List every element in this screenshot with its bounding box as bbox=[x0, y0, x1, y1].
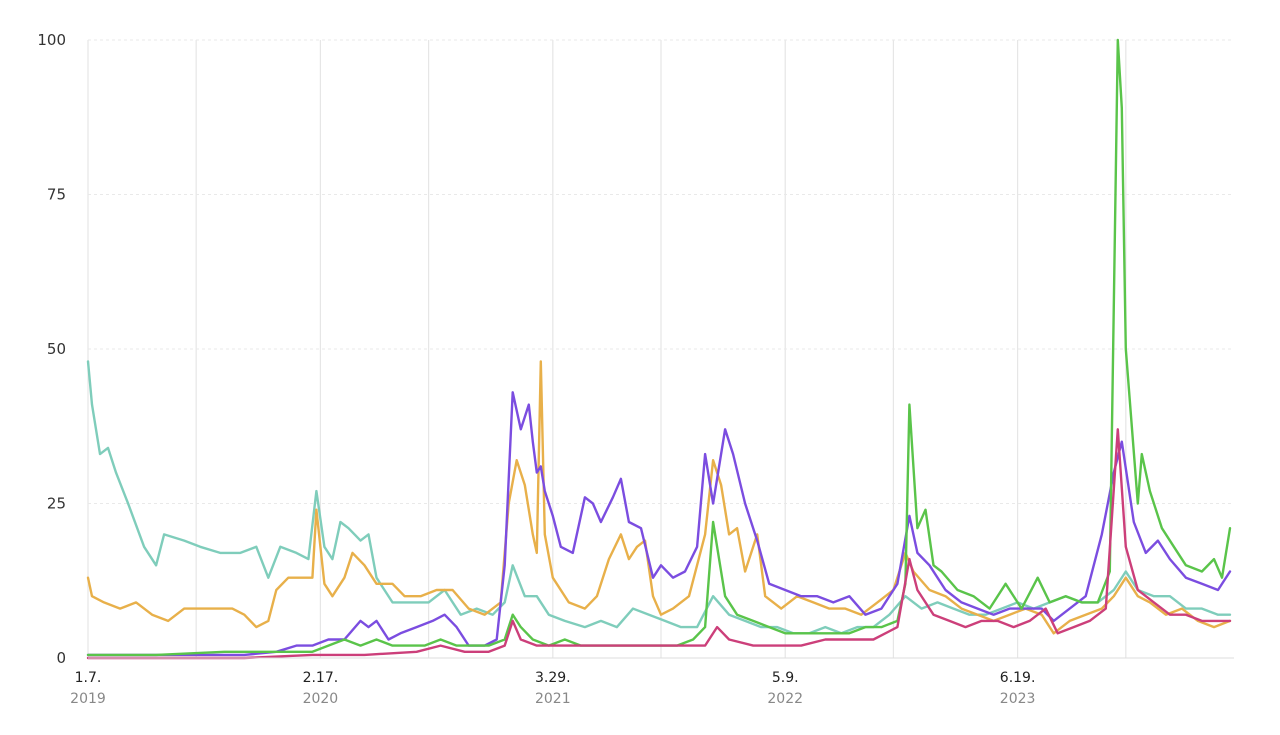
y-tick-label: 100 bbox=[37, 31, 66, 49]
series-line-2 bbox=[86, 360, 1232, 635]
x-tick-year-label: 2020 bbox=[303, 691, 339, 707]
x-tick-label: 6.19. bbox=[1000, 670, 1036, 686]
x-axis: 1.7. 2019 2.17. 2020 3.29. 2021 5.9. 2022 6.19. 2… bbox=[70, 670, 1035, 707]
grid bbox=[87, 39, 1234, 658]
series-line-4 bbox=[86, 38, 1232, 657]
y-tick-label: 25 bbox=[47, 495, 66, 513]
x-tick-label: 3.29. bbox=[535, 670, 571, 686]
x-tick-year-label: 2019 bbox=[70, 691, 106, 707]
series-line-5 bbox=[86, 428, 1232, 660]
y-tick-label: 75 bbox=[47, 186, 66, 204]
x-tick-label: 5.9. bbox=[772, 670, 799, 686]
series-lines bbox=[86, 38, 1232, 660]
y-tick-label: 50 bbox=[47, 340, 66, 358]
x-tick-year-label: 2021 bbox=[535, 691, 571, 707]
x-tick-label: 2.17. bbox=[303, 670, 339, 686]
y-axis: 0 25 50 75 100 bbox=[37, 31, 1234, 667]
x-tick-label: 1.7. bbox=[75, 670, 102, 686]
y-tick-label: 0 bbox=[56, 649, 66, 667]
x-tick-year-label: 2022 bbox=[767, 691, 803, 707]
series-line-3 bbox=[86, 391, 1232, 657]
series-line-1 bbox=[86, 360, 1232, 635]
x-tick-year-label: 2023 bbox=[1000, 691, 1036, 707]
